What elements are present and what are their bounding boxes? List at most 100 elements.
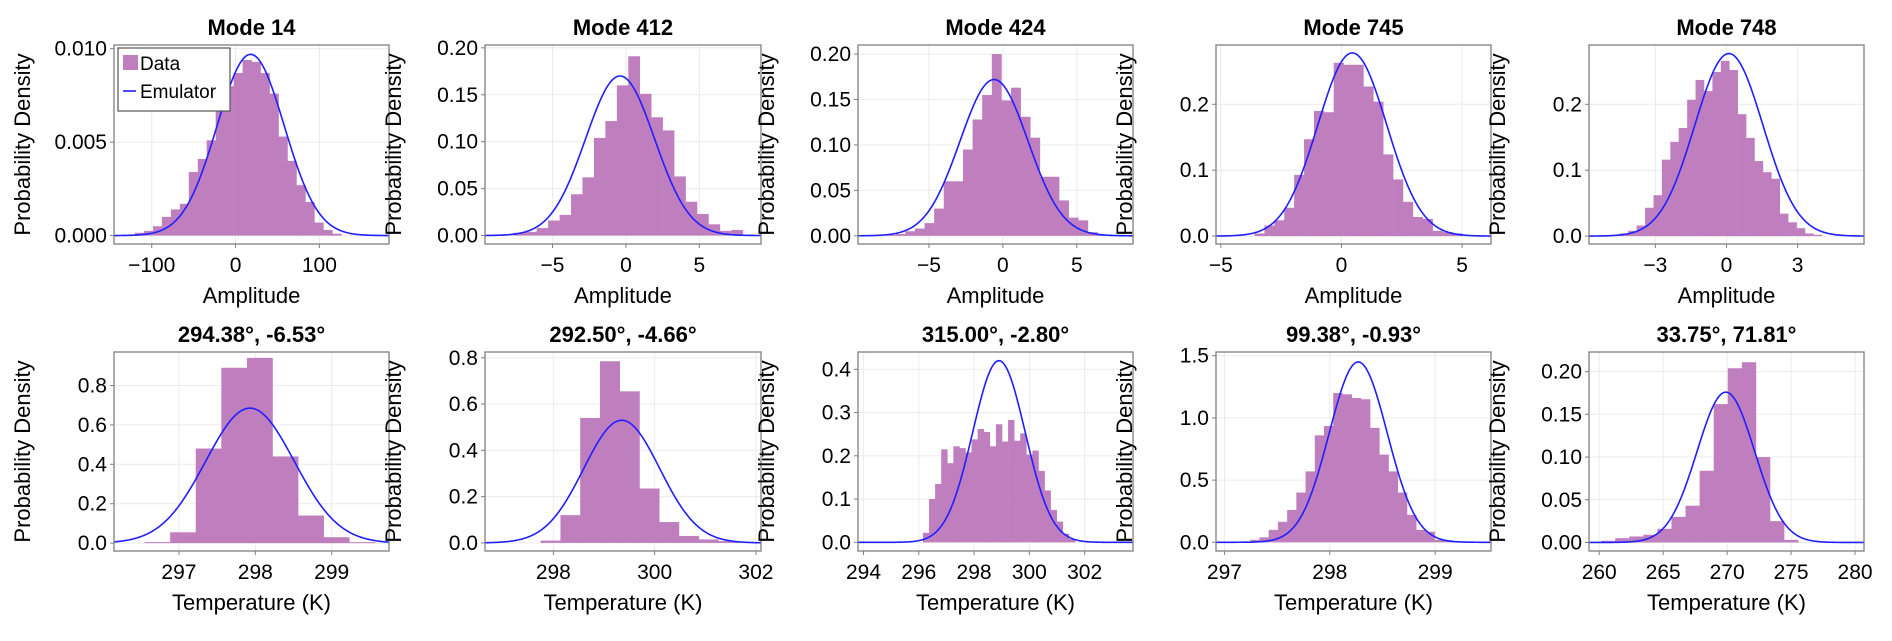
histogram-bar xyxy=(1403,202,1413,236)
x-tick-label: 302 xyxy=(1067,561,1102,584)
histogram-bar xyxy=(221,368,247,543)
y-tick-label: 0.4 xyxy=(78,453,108,476)
histogram-bar xyxy=(541,541,561,543)
histogram-bar xyxy=(605,121,617,236)
histogram-bar xyxy=(582,177,594,235)
histogram-bar xyxy=(944,181,954,236)
histogram-bar xyxy=(1306,471,1316,542)
histogram-bar xyxy=(305,202,314,236)
x-axis-label: Temperature (K) xyxy=(916,590,1075,615)
y-tick-label: 0.6 xyxy=(78,414,107,437)
histogram-bar xyxy=(1078,220,1088,235)
histogram-bar xyxy=(1294,175,1304,236)
panel-title: Mode 424 xyxy=(945,15,1046,40)
x-tick-label: −5 xyxy=(917,254,941,277)
histogram-bar xyxy=(963,149,973,235)
histogram-bar xyxy=(560,215,572,236)
histogram-bar xyxy=(1379,455,1389,543)
x-tick-label: −100 xyxy=(128,254,175,277)
histogram-bar xyxy=(1704,91,1713,236)
panel-title: 33.75°, 71.81° xyxy=(1657,322,1797,347)
histogram-bar xyxy=(525,232,537,236)
y-tick-label: 0.4 xyxy=(822,358,852,381)
histogram-bar xyxy=(332,234,341,236)
x-tick-label: 299 xyxy=(1418,561,1453,584)
histogram-bar xyxy=(243,60,252,236)
panel-title: 294.38°, -6.53° xyxy=(178,322,325,347)
histogram-bar xyxy=(1754,161,1763,236)
histogram-bar xyxy=(1797,228,1806,236)
x-tick-label: 302 xyxy=(738,561,773,584)
y-tick-label: 0.0 xyxy=(1553,225,1582,248)
histogram-bar xyxy=(261,73,270,236)
y-axis-label: Probability Density xyxy=(10,360,35,542)
histogram-bar xyxy=(216,110,225,235)
histogram-bar xyxy=(663,130,675,235)
histogram-bar xyxy=(324,537,350,543)
histogram-bar xyxy=(1255,233,1265,236)
histogram-bar xyxy=(639,489,659,543)
histogram-bar xyxy=(1780,214,1789,236)
histogram-bar xyxy=(1712,72,1721,236)
histogram-bar xyxy=(196,449,222,544)
x-tick-label: 280 xyxy=(1838,561,1873,584)
y-tick-label: 0.00 xyxy=(810,225,851,248)
histogram-bar xyxy=(1069,218,1079,236)
x-tick-label: 0 xyxy=(997,254,1009,277)
panel-title: Mode 412 xyxy=(573,15,673,40)
histogram-bar xyxy=(1038,471,1044,542)
x-tick-label: 297 xyxy=(1207,561,1242,584)
x-tick-label: 0 xyxy=(1721,254,1733,277)
histogram-bar xyxy=(699,539,719,542)
histogram-bar xyxy=(941,449,947,542)
x-tick-label: 299 xyxy=(314,561,349,584)
histogram-bar xyxy=(349,542,375,543)
y-tick-label: 0.00 xyxy=(1541,531,1582,554)
histogram-bar xyxy=(978,429,984,542)
histogram-bar xyxy=(1679,128,1688,236)
histogram-bar xyxy=(686,202,698,236)
y-tick-label: 0.8 xyxy=(449,347,478,370)
histogram-bar xyxy=(1334,63,1344,236)
y-tick-label: 0.3 xyxy=(822,402,851,425)
x-tick-label: 0 xyxy=(620,254,632,277)
histogram-bar xyxy=(1284,208,1294,236)
histogram-bar xyxy=(314,223,323,236)
histogram-bar xyxy=(1672,517,1686,543)
histogram-bar xyxy=(560,515,580,543)
y-tick-label: 0.0 xyxy=(449,532,478,555)
legend-emulator-label: Emulator xyxy=(140,82,217,103)
histogram-bar xyxy=(1788,222,1797,236)
y-tick-label: 0.10 xyxy=(1541,446,1582,469)
x-tick-label: 5 xyxy=(1071,254,1083,277)
histogram-bar xyxy=(548,221,560,236)
x-tick-label: 296 xyxy=(901,561,936,584)
histogram-bar xyxy=(617,85,629,235)
histogram-bar xyxy=(1324,426,1334,542)
x-tick-label: 265 xyxy=(1646,561,1681,584)
histogram-bar xyxy=(1342,394,1352,542)
histogram-bar xyxy=(1729,70,1738,236)
histogram-bar xyxy=(1001,100,1011,235)
histogram-bar xyxy=(1721,61,1730,236)
x-tick-label: 298 xyxy=(238,561,273,584)
y-tick-label: 0.20 xyxy=(1541,361,1582,384)
histogram-bar xyxy=(270,94,279,236)
histogram-bar xyxy=(1363,87,1373,237)
y-tick-label: 0.1 xyxy=(1553,159,1582,182)
histogram-bar xyxy=(1805,233,1814,236)
histogram-bar xyxy=(273,456,299,543)
y-tick-label: 0.000 xyxy=(54,225,107,248)
x-tick-label: 294 xyxy=(846,561,881,584)
histogram-bar xyxy=(1315,435,1325,542)
y-tick-label: 1.5 xyxy=(1180,345,1209,368)
x-axis-label: Amplitude xyxy=(203,283,301,308)
histogram-bar xyxy=(1324,112,1334,236)
y-tick-label: 0.10 xyxy=(437,131,478,154)
histogram-bar xyxy=(934,209,944,236)
histogram-bar xyxy=(1756,457,1770,542)
x-axis-label: Temperature (K) xyxy=(172,590,331,615)
